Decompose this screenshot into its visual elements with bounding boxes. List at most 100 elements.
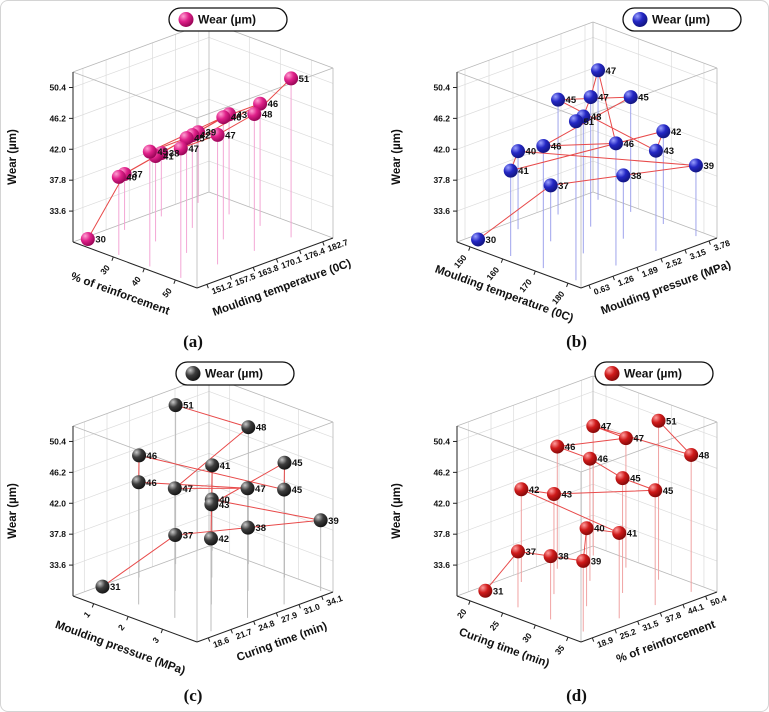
point-label: 46 <box>623 139 634 150</box>
data-points <box>470 63 703 247</box>
data-point <box>470 232 485 247</box>
y-axis-title: % of reinforcement <box>614 619 716 666</box>
point-label: 42 <box>670 127 681 138</box>
z-axis-title: Wear (µm) <box>391 483 403 539</box>
legend-label: Wear (µm) <box>652 13 710 27</box>
point-label: 46 <box>146 478 157 489</box>
data-point <box>623 90 638 105</box>
data-point <box>253 96 268 111</box>
data-point <box>210 127 225 142</box>
data-point <box>240 520 255 535</box>
plot-box <box>456 21 717 288</box>
x-axis-title: Curing time (min) <box>457 626 551 670</box>
y-tick-label: 24.8 <box>257 618 276 633</box>
z-tick-label: 50.4 <box>49 436 66 446</box>
data-point <box>277 455 292 470</box>
data-points <box>477 413 698 598</box>
point-label: 46 <box>597 454 608 465</box>
legend-box <box>621 7 742 32</box>
data-point <box>543 178 558 193</box>
axes <box>69 72 334 289</box>
drop-lines <box>477 70 696 281</box>
point-label: 31 <box>110 582 121 593</box>
data-point <box>568 114 583 129</box>
point-label: 45 <box>638 93 649 104</box>
data-point <box>216 110 231 125</box>
data-point <box>204 497 219 512</box>
panel-c: 33.6 37.8 42.0 46.2 50.4 1 2 3 18.6 21.7 24.8 27.9 3… <box>1 356 385 710</box>
z-tick-label: 50.4 <box>433 436 450 446</box>
legend-box <box>175 361 295 386</box>
data-point <box>648 143 663 158</box>
y-tick-label: 18.9 <box>595 635 614 650</box>
z-tick-label: 33.6 <box>433 206 450 216</box>
y-tick-label: 1.89 <box>640 264 659 279</box>
caption-b: (b) <box>566 332 587 351</box>
z-tick-label: 37.8 <box>49 175 66 185</box>
point-label: 30 <box>485 235 496 246</box>
z-tick-label: 46.2 <box>433 467 450 477</box>
caption-d: (d) <box>566 686 587 705</box>
point-label: 51 <box>666 416 677 427</box>
data-point <box>611 525 626 540</box>
data-point <box>80 232 95 247</box>
point-label: 40 <box>219 495 230 506</box>
data-point <box>131 475 146 490</box>
x-tick-label: 35 <box>552 643 566 657</box>
point-label: 47 <box>182 484 193 495</box>
axes <box>69 426 334 643</box>
x-tick-label: 1 <box>81 609 92 619</box>
point-label: 40 <box>126 172 137 183</box>
axes <box>452 72 717 290</box>
axis-titles: % of reinforcement Moulding temperature (… <box>7 129 353 319</box>
y-tick-label: 18.6 <box>212 635 231 650</box>
caption-c: (c) <box>183 686 203 705</box>
point-label: 51 <box>183 401 194 412</box>
point-label: 48 <box>698 450 709 461</box>
x-tick-label: 2 <box>116 622 127 632</box>
point-label: 38 <box>255 523 266 534</box>
x-axis-title: % of reinforcement <box>69 271 171 318</box>
data-point <box>513 482 528 497</box>
point-label: 47 <box>605 66 616 77</box>
x-tick-label: 25 <box>487 619 501 633</box>
plot-box <box>72 21 334 288</box>
point-label: 47 <box>255 484 266 495</box>
point-label: 46 <box>564 442 575 453</box>
y-tick-label: 3.78 <box>712 238 731 253</box>
chart-b: 33.6 37.8 42.0 46.2 50.4 150 160 170 180 0.63 1.26… <box>391 7 742 325</box>
point-label: 37 <box>558 181 569 192</box>
point-label: 46 <box>268 99 279 110</box>
data-point <box>583 90 598 105</box>
point-label: 41 <box>163 152 174 163</box>
data-point <box>579 521 594 536</box>
data-point <box>582 451 597 466</box>
z-tick-label: 42.0 <box>49 144 66 154</box>
z-tick-label: 42.0 <box>49 498 66 508</box>
point-label: 42 <box>200 131 211 142</box>
data-point <box>688 158 703 173</box>
x-tick-label: 150 <box>451 252 468 270</box>
data-point <box>95 579 110 594</box>
point-label: 38 <box>169 149 180 160</box>
legend: Wear (µm) <box>175 361 295 386</box>
legend-label: Wear (µm) <box>624 367 682 381</box>
z-tick-label: 42.0 <box>433 498 450 508</box>
point-labels: 31 37 38 39 40 41 42 43 45 45 46 46 47 47 48 51 <box>110 401 339 593</box>
panel-b: 33.6 37.8 42.0 46.2 50.4 150 160 170 180 0.63 1.26… <box>385 2 768 356</box>
data-point <box>608 136 623 151</box>
data-point <box>503 163 518 178</box>
data-point <box>277 482 292 497</box>
point-label: 43 <box>663 146 674 157</box>
legend-marker-icon <box>185 366 201 381</box>
data-point <box>549 439 564 454</box>
point-label: 42 <box>218 534 229 545</box>
data-point <box>550 92 565 107</box>
z-tick-label: 37.8 <box>49 529 66 539</box>
data-point <box>647 483 662 498</box>
point-label: 40 <box>594 524 605 535</box>
point-label: 37 <box>183 531 194 542</box>
caption-a: (a) <box>183 332 203 351</box>
